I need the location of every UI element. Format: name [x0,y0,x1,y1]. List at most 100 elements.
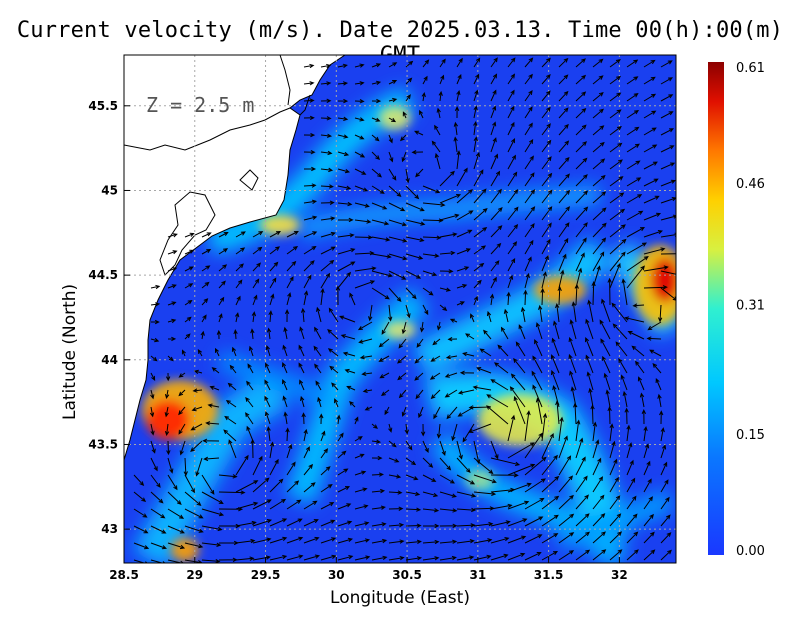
current-arrow [490,57,498,68]
current-arrow [303,132,316,138]
y-tick-label: 45 [101,183,118,197]
current-arrow [184,249,195,255]
current-arrow [224,415,237,425]
current-arrow [541,139,552,153]
current-arrow [178,423,186,435]
current-arrow [627,331,645,340]
current-arrow [416,338,424,348]
current-arrow [190,440,203,452]
current-arrow [473,169,484,187]
current-arrow [269,498,287,510]
current-arrow [167,508,185,519]
current-arrow [191,406,203,412]
current-arrow [592,125,605,136]
current-arrow [524,172,535,187]
current-arrow [303,149,316,155]
current-arrow [524,206,536,221]
current-arrow [300,307,306,323]
current-arrow [575,494,589,510]
current-arrow [439,194,462,204]
current-arrow [541,172,553,187]
current-arrow [575,190,589,204]
current-arrow [388,539,405,544]
current-arrow [524,534,543,544]
current-arrow [371,270,393,278]
current-arrow [507,463,536,476]
current-arrow [632,303,645,308]
current-arrow [388,236,408,243]
current-arrow [418,406,424,419]
current-arrow [607,277,612,306]
current-arrow [620,374,628,391]
y-tick-label: 44.5 [88,268,118,282]
current-arrow [337,168,351,174]
current-arrow [235,501,259,510]
current-arrow [218,280,226,289]
current-arrow [626,265,645,289]
current-arrow [303,554,320,561]
current-arrow [378,338,390,348]
current-arrow [200,330,205,340]
current-arrow [405,202,425,212]
current-arrow [337,98,349,104]
current-arrow [660,179,676,187]
current-arrow [228,439,237,459]
current-arrow [483,329,492,340]
current-arrow [184,525,204,533]
current-arrow [592,457,602,476]
current-arrow [624,407,629,425]
current-arrow [354,470,367,476]
current-arrow [286,443,293,459]
current-arrow [354,453,365,459]
current-arrow [507,73,516,85]
current-arrow [592,476,604,493]
current-arrow [558,57,569,68]
current-arrow [371,117,381,122]
current-arrow [252,537,272,544]
current-arrow [320,116,332,121]
current-arrow [524,138,534,153]
current-arrow [167,267,178,272]
current-arrow [354,185,369,192]
current-arrow [575,108,587,119]
current-arrow [245,412,254,425]
current-arrow [133,508,148,518]
current-arrow [320,272,331,289]
current-arrow [201,558,221,563]
current-arrow [388,522,405,528]
current-arrow [524,89,533,102]
current-arrow [524,497,545,510]
current-arrow [626,76,639,85]
current-arrow [473,188,487,204]
current-arrow [456,301,465,306]
current-arrow [439,74,445,85]
current-arrow [490,153,499,170]
current-arrow [337,486,350,493]
current-arrow [384,406,390,416]
current-arrow [590,404,595,425]
current-arrow [626,513,638,527]
current-arrow [381,321,390,335]
current-arrow [201,265,211,272]
current-arrow [575,252,585,272]
current-arrow [490,121,497,136]
current-arrow [320,430,326,442]
current-arrow [433,406,441,420]
current-arrow [342,351,356,357]
current-arrow [283,411,288,425]
current-arrow [618,358,628,374]
current-arrow [358,338,373,344]
current-arrow [626,194,643,204]
current-arrow [354,266,377,272]
current-arrow [371,472,384,477]
current-arrow [473,136,478,153]
current-arrow [422,440,429,454]
grid [124,55,676,563]
current-arrow [299,379,305,391]
current-arrow [490,553,509,561]
current-arrow [269,478,284,493]
current-arrow [184,266,194,272]
current-arrow [611,302,628,323]
current-arrow [269,261,279,272]
current-arrow [586,371,594,391]
